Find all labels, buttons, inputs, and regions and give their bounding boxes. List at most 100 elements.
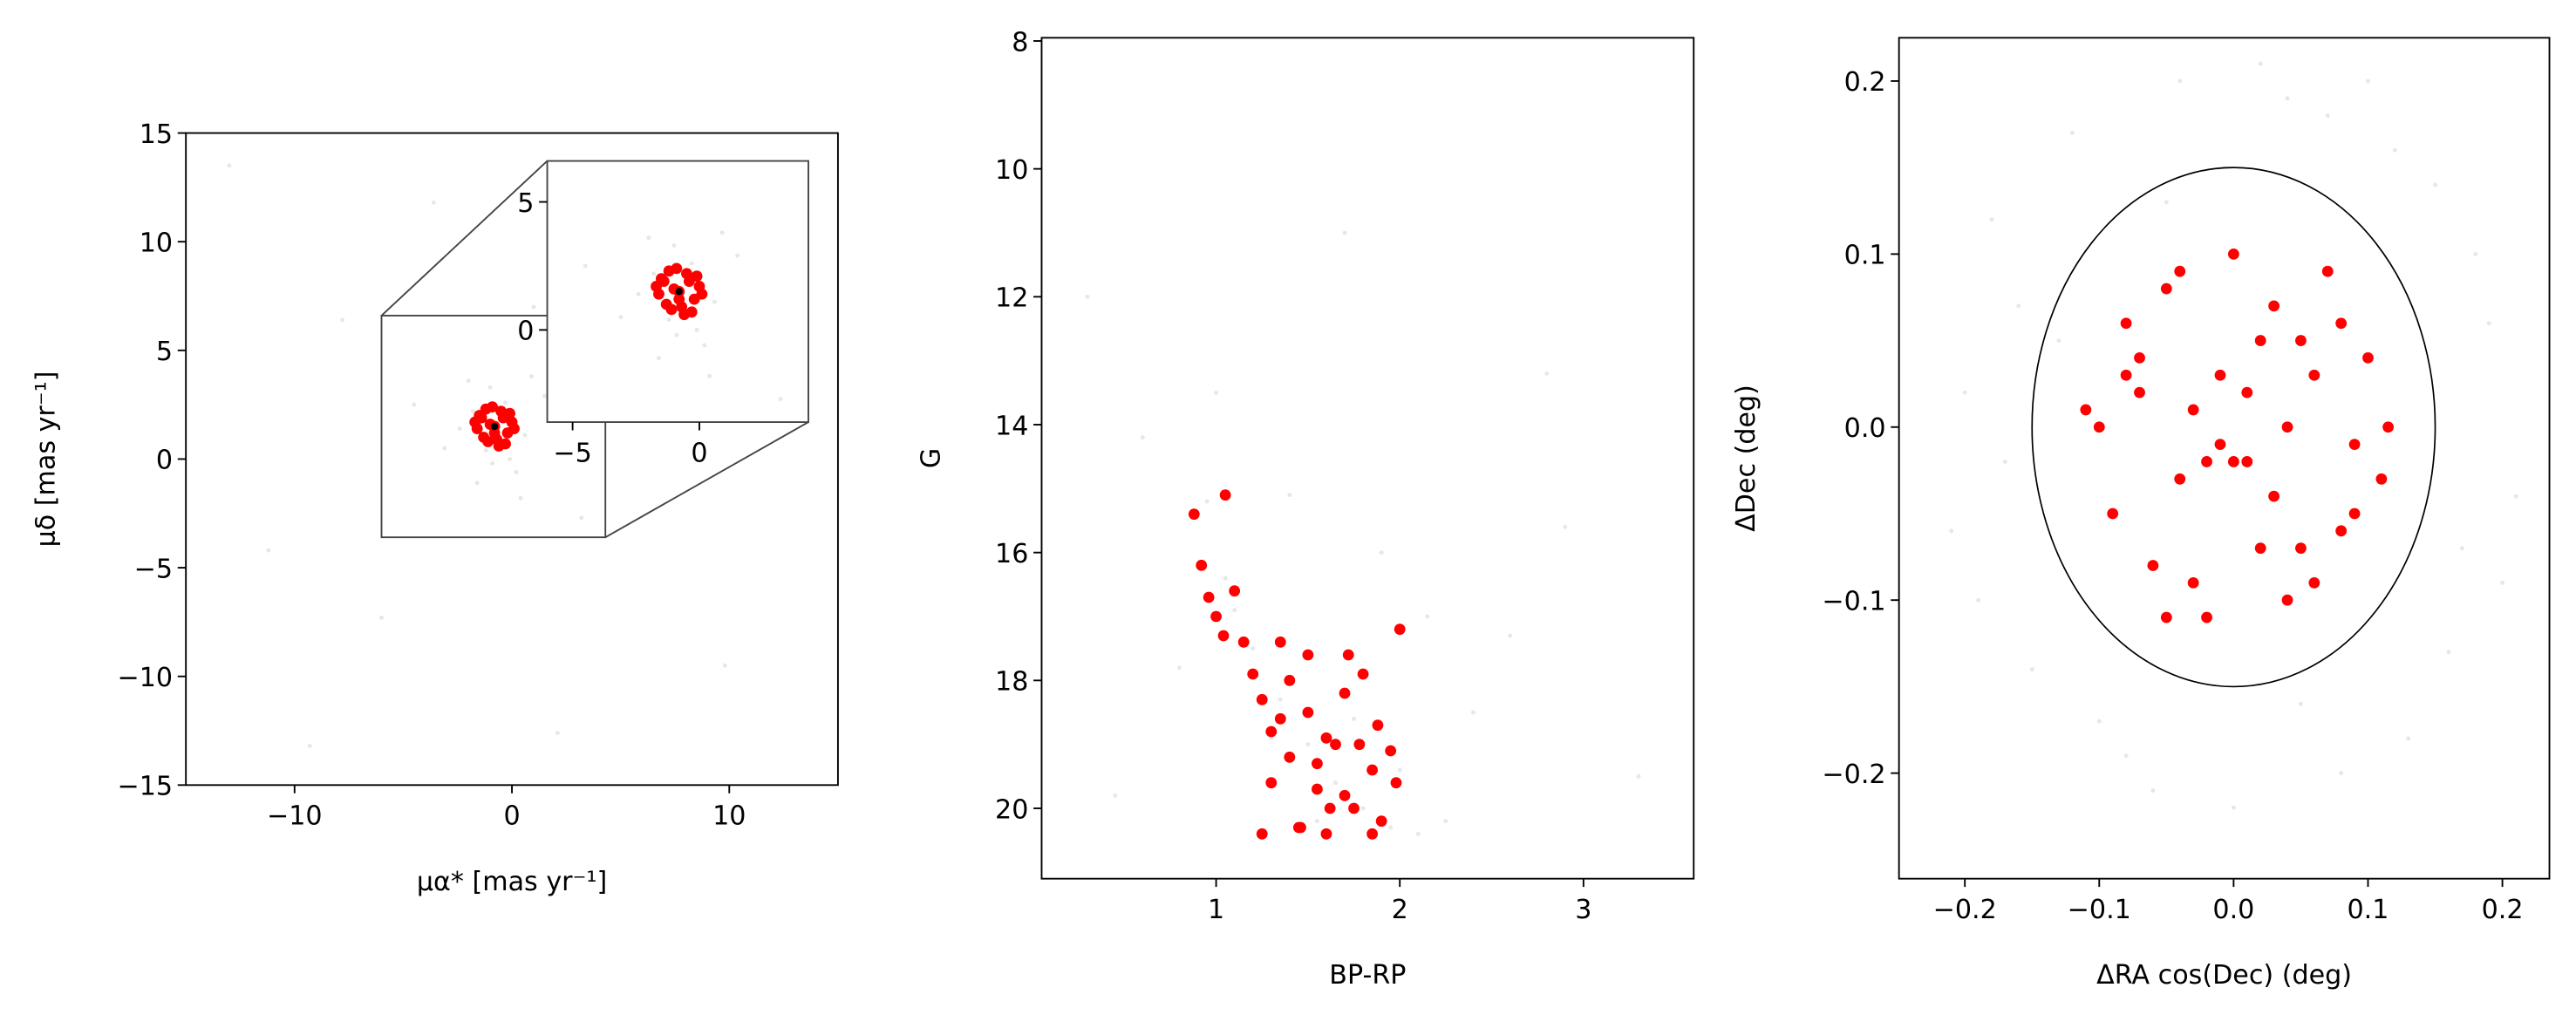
point [379, 615, 384, 620]
point [691, 270, 703, 283]
x-tick-label: −0.1 [2068, 895, 2131, 925]
plot-area [1949, 61, 2518, 810]
point [1085, 294, 1090, 299]
point [2433, 182, 2437, 187]
point [2348, 508, 2361, 520]
point [488, 427, 501, 439]
y-axis-label: μδ [mas yr⁻¹] [31, 371, 61, 547]
plot-area [227, 163, 784, 748]
point [483, 448, 488, 453]
point [1312, 758, 1323, 770]
x-tick-label: 0 [503, 801, 520, 832]
y-tick-label: 5 [517, 188, 534, 219]
point [504, 407, 515, 419]
axes-frame [1040, 37, 1695, 880]
point [2446, 650, 2451, 655]
point [1379, 550, 1384, 555]
x-tick-label: 3 [1575, 895, 1591, 925]
point [2134, 352, 2145, 364]
point [2147, 560, 2159, 571]
point [2268, 490, 2280, 502]
x-tick-label: −10 [267, 801, 323, 832]
point [2366, 78, 2370, 84]
point [2174, 473, 2186, 485]
axes-frame [1898, 37, 2551, 880]
point [1265, 725, 1278, 738]
point [1320, 828, 1332, 840]
point [2201, 456, 2212, 467]
point [2298, 701, 2303, 706]
point [508, 423, 520, 434]
point [663, 265, 675, 277]
point [1390, 777, 1402, 789]
point [2335, 317, 2348, 330]
point [457, 426, 462, 431]
point [1324, 802, 1336, 814]
point [531, 304, 536, 310]
point [266, 548, 271, 553]
point [2150, 788, 2156, 793]
point [508, 456, 513, 461]
point [1256, 693, 1268, 705]
point [518, 495, 523, 501]
point [1563, 524, 1568, 529]
point [1265, 777, 1278, 789]
point [1278, 697, 1283, 702]
point [431, 200, 436, 205]
point [2254, 542, 2266, 555]
y-tick-label: 15 [140, 119, 173, 150]
x-axis-label: ΔRA cos(Dec) (deg) [2096, 960, 2352, 991]
point [579, 515, 584, 521]
point [2362, 352, 2374, 364]
point [1544, 371, 1550, 376]
point [2231, 805, 2236, 810]
point [2070, 131, 2075, 135]
point [2174, 265, 2186, 277]
point [657, 356, 661, 361]
y-tick-label: 14 [995, 411, 1028, 441]
point [1471, 710, 1475, 715]
point [2093, 421, 2105, 433]
point [2164, 200, 2169, 205]
point [514, 469, 519, 474]
point [1232, 608, 1237, 613]
point [689, 261, 694, 266]
point [2459, 546, 2464, 551]
point [1203, 591, 1215, 603]
point [2056, 338, 2061, 344]
point [1357, 668, 1369, 680]
y-tick-label: 18 [995, 667, 1028, 698]
point [555, 731, 560, 735]
point [2201, 611, 2212, 623]
point [678, 309, 690, 321]
point [2160, 283, 2172, 295]
point [1312, 783, 1323, 795]
point [340, 317, 345, 323]
axes-frame [546, 160, 809, 423]
y-tick-label: 0.2 [1844, 67, 1886, 98]
x-tick-label: 10 [712, 801, 746, 832]
point [307, 743, 312, 748]
point [1366, 764, 1379, 776]
point [1237, 636, 1250, 648]
point [1366, 828, 1379, 840]
point [522, 433, 528, 438]
point [2107, 508, 2119, 520]
x-tick-label: 0.1 [2348, 895, 2389, 925]
point [1204, 499, 1210, 504]
point [1360, 806, 1366, 811]
x-tick-label: 0.0 [2212, 895, 2254, 925]
point [2308, 576, 2320, 589]
x-tick-label: 0.2 [2482, 895, 2524, 925]
point [2214, 369, 2226, 381]
point [675, 288, 683, 296]
point [1251, 646, 1256, 651]
point [1188, 508, 1200, 521]
point [1229, 585, 1241, 597]
point [1314, 819, 1319, 824]
y-tick-label: −10 [118, 663, 174, 693]
point [2123, 753, 2129, 759]
point [673, 293, 685, 305]
point [503, 400, 508, 405]
